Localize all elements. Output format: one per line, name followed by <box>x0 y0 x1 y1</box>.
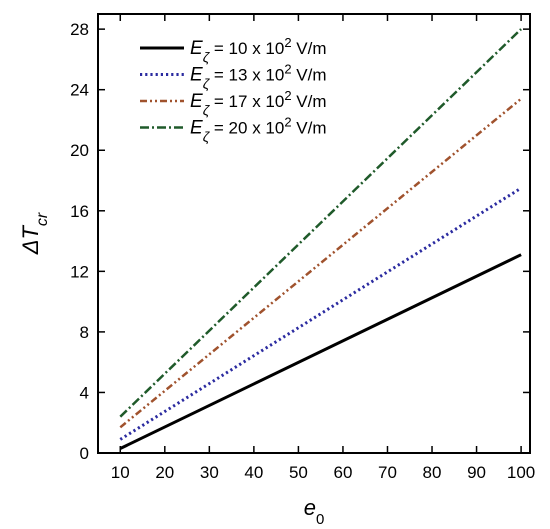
y-axis-title: ΔTcr <box>18 212 51 255</box>
x-tick-label: 30 <box>200 463 219 482</box>
y-tick-label: 0 <box>80 444 89 463</box>
y-tick-label: 16 <box>70 202 89 221</box>
y-tick-label: 20 <box>70 141 89 160</box>
x-tick-label: 80 <box>423 463 442 482</box>
y-tick-label: 4 <box>80 383 89 402</box>
legend-entry-1: Eζ = 10 x 102 V/m <box>190 35 327 66</box>
x-tick-label: 50 <box>289 463 308 482</box>
y-axis-title-subscript: cr <box>34 212 51 226</box>
x-tick-label: 90 <box>467 463 486 482</box>
x-tick-label: 60 <box>333 463 352 482</box>
x-axis-title-main: e <box>304 495 316 520</box>
tick-layer: 10 20 30 40 50 60 70 80 90 100 0 4 8 12 16 20 24 28 <box>70 14 535 482</box>
plot-frame <box>97 13 531 454</box>
y-tick-label: 8 <box>80 323 89 342</box>
x-tick-label: 70 <box>378 463 397 482</box>
y-axis-title-main: ΔT <box>18 225 43 256</box>
legend-entry-4: Eζ = 20 x 102 V/m <box>190 114 327 145</box>
x-axis-title-subscript: 0 <box>316 511 324 528</box>
legend-entry-3: Eζ = 17 x 102 V/m <box>190 88 327 119</box>
x-tick-label: 40 <box>244 463 263 482</box>
series-line-4 <box>119 28 522 418</box>
x-axis-title: e0 <box>304 495 325 528</box>
series-line-2 <box>119 186 522 441</box>
series-layer <box>119 28 522 450</box>
y-tick-label: 12 <box>70 262 89 281</box>
x-tick-label: 20 <box>155 463 174 482</box>
series-line-1 <box>119 253 522 450</box>
y-tick-label: 24 <box>70 81 89 100</box>
y-tick-label: 28 <box>70 20 89 39</box>
legend: Eζ = 10 x 102 V/mEζ = 13 x 102 V/mEζ = 1… <box>140 35 327 145</box>
x-tick-label: 100 <box>507 463 535 482</box>
series-line-3 <box>119 97 522 429</box>
x-tick-label: 10 <box>111 463 130 482</box>
legend-entry-2: Eζ = 13 x 102 V/m <box>190 61 327 92</box>
